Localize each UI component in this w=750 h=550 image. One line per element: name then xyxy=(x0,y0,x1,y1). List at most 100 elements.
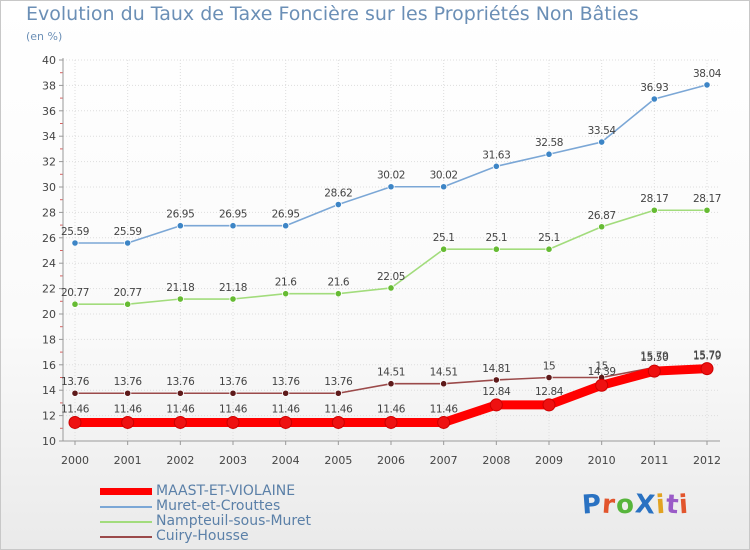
data-point-cuiry-housse xyxy=(282,389,290,397)
data-point-muret-et-crouttes xyxy=(282,222,290,230)
data-point-nampteuil-sous-muret xyxy=(334,290,342,298)
data-label-maast-et-violaine: 11.46 xyxy=(114,403,143,415)
grid-lines xyxy=(63,59,720,442)
data-point-maast-et-violaine xyxy=(121,415,135,429)
data-point-maast-et-violaine xyxy=(384,415,398,429)
data-label-cuiry-housse: 15 xyxy=(595,361,608,373)
data-label-nampteuil-sous-muret: 20.77 xyxy=(61,287,89,299)
data-label-cuiry-housse: 15.79 xyxy=(640,350,668,362)
data-label-maast-et-violaine: 15.50 xyxy=(640,352,668,364)
data-label-nampteuil-sous-muret: 28.17 xyxy=(640,193,668,205)
y-tick-label: 26 xyxy=(42,232,56,245)
data-label-maast-et-violaine: 12.84 xyxy=(482,386,511,398)
data-point-muret-et-crouttes xyxy=(545,150,553,158)
x-tick-label: 2012 xyxy=(693,454,721,467)
data-point-maast-et-violaine xyxy=(331,415,345,429)
data-label-maast-et-violaine: 12.84 xyxy=(535,386,564,398)
axes xyxy=(59,58,720,445)
data-point-muret-et-crouttes xyxy=(71,239,79,247)
data-label-nampteuil-sous-muret: 28.17 xyxy=(693,193,721,205)
y-tick-label: 32 xyxy=(42,156,56,169)
data-label-maast-et-violaine: 11.46 xyxy=(61,403,90,415)
legend-item-cuiry-housse: Cuiry-Housse xyxy=(100,529,311,544)
data-point-muret-et-crouttes xyxy=(492,162,500,170)
y-tick-label: 18 xyxy=(42,333,56,346)
data-point-muret-et-crouttes xyxy=(703,81,711,89)
data-point-maast-et-violaine xyxy=(173,415,187,429)
x-tick-labels: 2000 2001 2002 2003 2004 2005 2006 2007 2008 2009… xyxy=(61,454,721,467)
data-label-maast-et-violaine: 11.46 xyxy=(430,403,459,415)
data-point-cuiry-housse xyxy=(387,380,395,388)
data-label-cuiry-housse: 14.51 xyxy=(377,367,405,379)
chart-subtitle: (en %) xyxy=(26,30,63,43)
data-label-nampteuil-sous-muret: 21.6 xyxy=(327,277,349,289)
data-label-muret-et-crouttes: 28.62 xyxy=(324,188,352,200)
data-point-nampteuil-sous-muret xyxy=(229,295,237,303)
legend-item-nampteuil-sous-muret: Nampteuil-sous-Muret xyxy=(100,514,311,529)
data-point-nampteuil-sous-muret xyxy=(703,206,711,214)
data-label-muret-et-crouttes: 26.95 xyxy=(166,209,194,221)
data-label-cuiry-housse: 14.81 xyxy=(482,363,510,375)
x-tick-label: 2010 xyxy=(588,454,616,467)
data-label-maast-et-violaine: 11.46 xyxy=(377,403,406,415)
y-tick-label: 14 xyxy=(42,384,56,397)
y-tick-labels: 10 12 14 16 18 20 22 24 26 28 30 32 34 36 38 40 xyxy=(42,54,56,448)
legend-swatch xyxy=(100,488,152,495)
data-point-nampteuil-sous-muret xyxy=(598,223,606,231)
data-label-nampteuil-sous-muret: 21.18 xyxy=(166,282,194,294)
data-label-muret-et-crouttes: 30.02 xyxy=(430,170,458,182)
data-label-cuiry-housse: 15.79 xyxy=(693,350,721,362)
data-label-nampteuil-sous-muret: 20.77 xyxy=(114,287,142,299)
legend-swatch xyxy=(100,520,152,523)
y-tick-label: 20 xyxy=(42,308,56,321)
data-labels: 25.59 25.59 26.95 26.95 26.95 28.62 30.02 30.02… xyxy=(61,68,722,416)
data-point-maast-et-violaine xyxy=(279,415,293,429)
data-label-maast-et-violaine: 14.39 xyxy=(588,366,616,378)
data-label-muret-et-crouttes: 25.59 xyxy=(114,226,142,238)
data-point-muret-et-crouttes xyxy=(598,138,606,146)
y-tick-label: 12 xyxy=(42,410,56,423)
chart-title: Evolution du Taux de Taxe Foncière sur l… xyxy=(26,3,639,25)
legend: MAAST-ET-VIOLAINE Muret-et-Crouttes Nampte… xyxy=(100,484,311,544)
x-tick-label: 2008 xyxy=(482,454,510,467)
data-point-cuiry-housse xyxy=(334,389,342,397)
y-tick-label: 24 xyxy=(42,257,56,270)
data-label-cuiry-housse: 13.76 xyxy=(219,376,248,388)
x-tick-label: 2007 xyxy=(430,454,458,467)
data-point-nampteuil-sous-muret xyxy=(176,295,184,303)
data-label-muret-et-crouttes: 25.59 xyxy=(61,226,89,238)
legend-label: Nampteuil-sous-Muret xyxy=(156,513,311,529)
x-tick-label: 2006 xyxy=(377,454,405,467)
x-tick-label: 2003 xyxy=(219,454,247,467)
data-point-maast-et-violaine xyxy=(595,378,609,392)
legend-label: Muret-et-Crouttes xyxy=(156,498,281,514)
y-tick-label: 22 xyxy=(42,283,56,296)
data-point-muret-et-crouttes xyxy=(229,222,237,230)
data-point-cuiry-housse xyxy=(71,389,79,397)
data-label-cuiry-housse: 13.76 xyxy=(166,376,195,388)
data-point-muret-et-crouttes xyxy=(124,239,132,247)
data-label-nampteuil-sous-muret: 25.1 xyxy=(538,232,560,244)
data-point-cuiry-housse xyxy=(492,376,500,384)
legend-swatch xyxy=(100,505,152,508)
data-label-cuiry-housse: 13.76 xyxy=(324,376,353,388)
x-tick-label: 2009 xyxy=(535,454,563,467)
x-tick-label: 2011 xyxy=(640,454,668,467)
data-point-maast-et-violaine xyxy=(542,398,556,412)
data-label-cuiry-housse: 13.76 xyxy=(61,376,90,388)
data-point-nampteuil-sous-muret xyxy=(492,245,500,253)
series-points xyxy=(68,81,714,429)
data-point-nampteuil-sous-muret xyxy=(545,245,553,253)
data-point-maast-et-violaine xyxy=(68,415,82,429)
x-tick-label: 2002 xyxy=(166,454,194,467)
data-point-maast-et-violaine xyxy=(700,362,714,376)
data-point-muret-et-crouttes xyxy=(440,183,448,191)
data-label-muret-et-crouttes: 36.93 xyxy=(640,82,668,94)
data-point-cuiry-housse xyxy=(545,373,553,382)
data-point-nampteuil-sous-muret xyxy=(282,290,290,298)
legend-swatch xyxy=(100,535,152,538)
data-label-nampteuil-sous-muret: 21.6 xyxy=(275,277,297,289)
data-label-maast-et-violaine: 11.46 xyxy=(166,403,195,415)
data-label-nampteuil-sous-muret: 25.1 xyxy=(433,232,455,244)
data-point-nampteuil-sous-muret xyxy=(650,206,658,214)
